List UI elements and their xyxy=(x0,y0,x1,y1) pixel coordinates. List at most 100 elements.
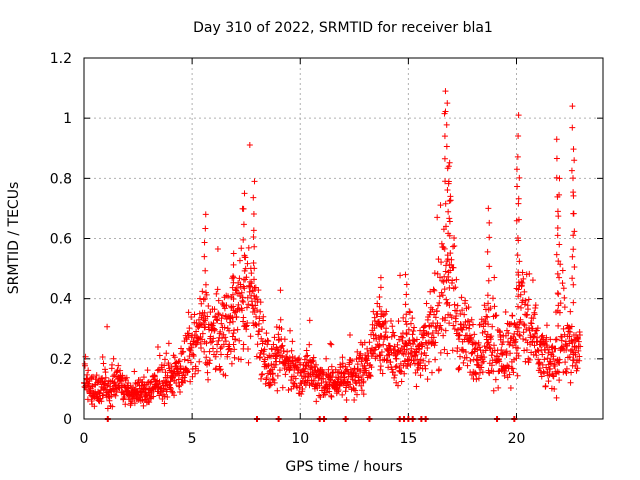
data-point xyxy=(390,329,397,336)
data-point xyxy=(517,291,524,298)
data-point xyxy=(212,353,219,360)
data-point xyxy=(214,341,221,348)
data-point xyxy=(446,198,453,205)
data-point xyxy=(402,318,409,325)
data-point xyxy=(232,336,239,343)
data-point xyxy=(221,324,228,331)
data-point xyxy=(236,337,243,344)
data-point xyxy=(243,274,250,281)
data-point xyxy=(435,256,442,263)
data-point xyxy=(447,267,454,274)
data-point xyxy=(514,252,521,259)
data-point xyxy=(215,297,222,304)
data-point xyxy=(544,355,551,362)
data-point xyxy=(282,371,289,378)
data-point xyxy=(115,362,122,369)
data-point xyxy=(377,284,384,291)
data-point xyxy=(434,214,441,221)
data-point xyxy=(403,311,410,318)
data-point xyxy=(184,368,191,375)
data-point xyxy=(454,302,461,309)
data-point xyxy=(403,321,410,328)
data-point xyxy=(515,133,522,140)
data-point xyxy=(460,359,467,366)
data-point xyxy=(453,307,460,314)
data-point xyxy=(400,314,407,321)
data-point xyxy=(482,318,489,325)
data-point xyxy=(490,387,497,394)
data-point xyxy=(376,318,383,325)
data-point xyxy=(239,297,246,304)
data-point xyxy=(354,348,361,355)
data-point xyxy=(389,323,396,330)
data-point xyxy=(412,369,419,376)
data-point xyxy=(256,354,263,361)
data-point xyxy=(238,245,245,252)
data-point xyxy=(168,388,175,395)
data-point xyxy=(555,291,562,298)
data-point xyxy=(569,103,576,110)
data-point xyxy=(183,336,190,343)
data-point xyxy=(403,291,410,298)
data-point xyxy=(507,350,514,357)
data-point xyxy=(403,341,410,348)
data-point xyxy=(250,260,257,267)
data-point xyxy=(246,142,253,149)
data-point xyxy=(545,378,552,385)
data-point xyxy=(171,354,178,361)
data-point xyxy=(180,348,187,355)
data-point xyxy=(382,318,389,325)
data-point xyxy=(328,392,335,399)
data-point xyxy=(164,386,171,393)
data-point xyxy=(570,192,577,199)
data-point xyxy=(561,304,568,311)
data-point xyxy=(396,367,403,374)
data-point xyxy=(163,350,170,357)
data-point xyxy=(225,293,232,300)
data-point xyxy=(358,387,365,394)
data-point xyxy=(407,320,414,327)
data-point xyxy=(384,334,391,341)
data-point xyxy=(456,364,463,371)
data-point xyxy=(187,347,194,354)
data-point xyxy=(378,348,385,355)
data-point xyxy=(524,311,531,318)
data-point xyxy=(303,347,310,354)
data-point xyxy=(438,289,445,296)
x-tick-label: 5 xyxy=(188,431,197,447)
data-point xyxy=(302,374,309,381)
data-point xyxy=(503,348,510,355)
data-point xyxy=(551,363,558,370)
data-point xyxy=(536,365,543,372)
data-point xyxy=(463,354,470,361)
data-point xyxy=(411,324,418,331)
data-point xyxy=(387,318,394,325)
data-point xyxy=(263,374,270,381)
data-point xyxy=(102,369,109,376)
data-point xyxy=(219,312,226,319)
data-point xyxy=(199,288,206,295)
data-point xyxy=(570,246,577,253)
data-point xyxy=(212,313,219,320)
data-point xyxy=(431,342,438,349)
data-point xyxy=(213,316,220,323)
plot-frame xyxy=(83,57,604,420)
data-point xyxy=(249,288,256,295)
data-point xyxy=(437,274,444,281)
data-point xyxy=(281,336,288,343)
data-points xyxy=(81,88,584,412)
data-point xyxy=(353,356,360,363)
data-point xyxy=(485,306,492,313)
data-point xyxy=(229,284,236,291)
data-point xyxy=(478,352,485,359)
data-point xyxy=(559,267,566,274)
data-point xyxy=(461,311,468,318)
data-point xyxy=(147,395,154,402)
data-point xyxy=(469,321,476,328)
data-point xyxy=(513,166,520,173)
data-point xyxy=(436,299,443,306)
data-point xyxy=(214,317,221,324)
data-point xyxy=(258,371,265,378)
data-point xyxy=(327,377,334,384)
data-point xyxy=(465,318,472,325)
